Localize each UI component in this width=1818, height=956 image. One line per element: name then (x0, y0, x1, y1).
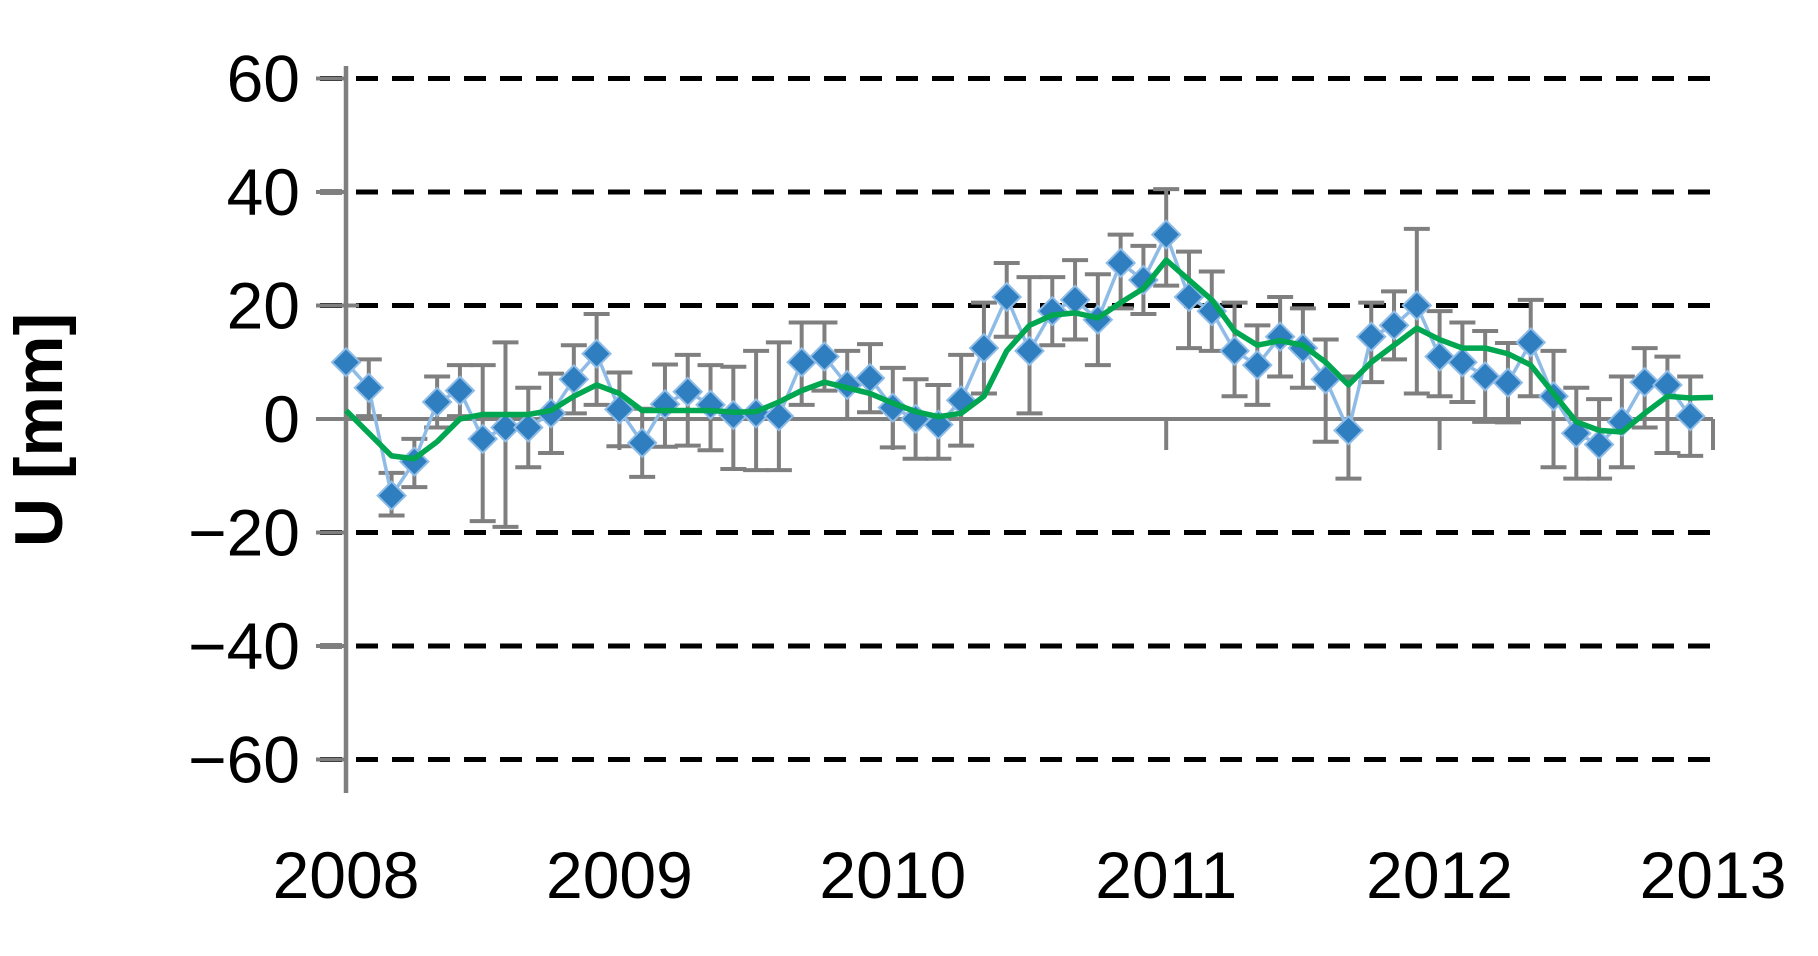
y-axis-tick-label: −60 (188, 723, 300, 797)
data-point-marker (1196, 295, 1228, 327)
data-point-marker (1355, 321, 1387, 353)
data-point-marker (763, 400, 795, 432)
axis-labels-group: 60 40 20 0 −20 −40 −60 2008 2009 2010 2011 2012 2013… (1, 42, 1786, 913)
data-point-marker (1036, 295, 1068, 327)
data-point-marker (1173, 281, 1205, 313)
x-axis-tick-label: 2012 (1366, 838, 1513, 912)
y-axis-tick-label: 40 (227, 155, 300, 229)
data-point-marker (421, 386, 453, 418)
data-point-marker (695, 389, 726, 421)
x-axis-tick-label: 2011 (1095, 838, 1237, 912)
data-point-marker (1333, 414, 1364, 446)
y-axis-title: U [mm] (1, 313, 77, 547)
data-point-marker (649, 388, 681, 420)
data-point-marker (1424, 341, 1456, 372)
data-point-marker (968, 332, 1000, 364)
data-point-marker (512, 412, 544, 443)
data-point-marker (444, 375, 476, 407)
data-point-marker (991, 281, 1023, 313)
x-axis-tick-label: 2010 (819, 838, 966, 912)
data-point-marker (809, 341, 840, 372)
y-axis-tick-label: −40 (188, 609, 300, 683)
data-point-marker (1674, 400, 1706, 432)
data-point-marker (1241, 349, 1273, 381)
data-point-marker (1219, 335, 1250, 367)
data-point-marker (1150, 219, 1182, 250)
x-axis-tick-label: 2009 (546, 838, 693, 912)
data-point-marker (603, 393, 635, 425)
data-point-marker (1401, 290, 1433, 321)
data-point-marker (1492, 367, 1524, 399)
data-point-marker (330, 346, 362, 378)
y-axis-tick-label: −20 (188, 496, 300, 570)
trend-line-group (344, 257, 1714, 462)
x-axis-tick-label: 2008 (273, 838, 420, 912)
data-point-marker (376, 480, 407, 512)
y-axis-tick-label: 20 (227, 269, 300, 343)
data-point-marker (467, 423, 499, 455)
data-point-marker (490, 412, 521, 443)
data-point-marker (1014, 335, 1045, 367)
data-point-marker (1446, 346, 1478, 378)
data-point-marker (786, 346, 818, 378)
data-point-marker (1515, 326, 1547, 358)
y-axis-tick-label: 60 (227, 42, 300, 116)
x-axis-tick-label: 2013 (1640, 838, 1787, 912)
data-point-marker (1378, 309, 1410, 341)
data-point-marker (672, 376, 704, 408)
data-point-marker (581, 338, 613, 370)
data-point-marker (626, 427, 658, 459)
trend-line (344, 257, 1714, 462)
y-axis-tick-label: 0 (263, 382, 300, 456)
data-point-marker (1469, 361, 1501, 392)
error-bars-group (333, 187, 1704, 529)
data-point-marker (1629, 366, 1661, 398)
data-point-marker (1583, 429, 1615, 460)
data-point-marker (353, 372, 385, 404)
data-point-marker (1105, 247, 1137, 279)
